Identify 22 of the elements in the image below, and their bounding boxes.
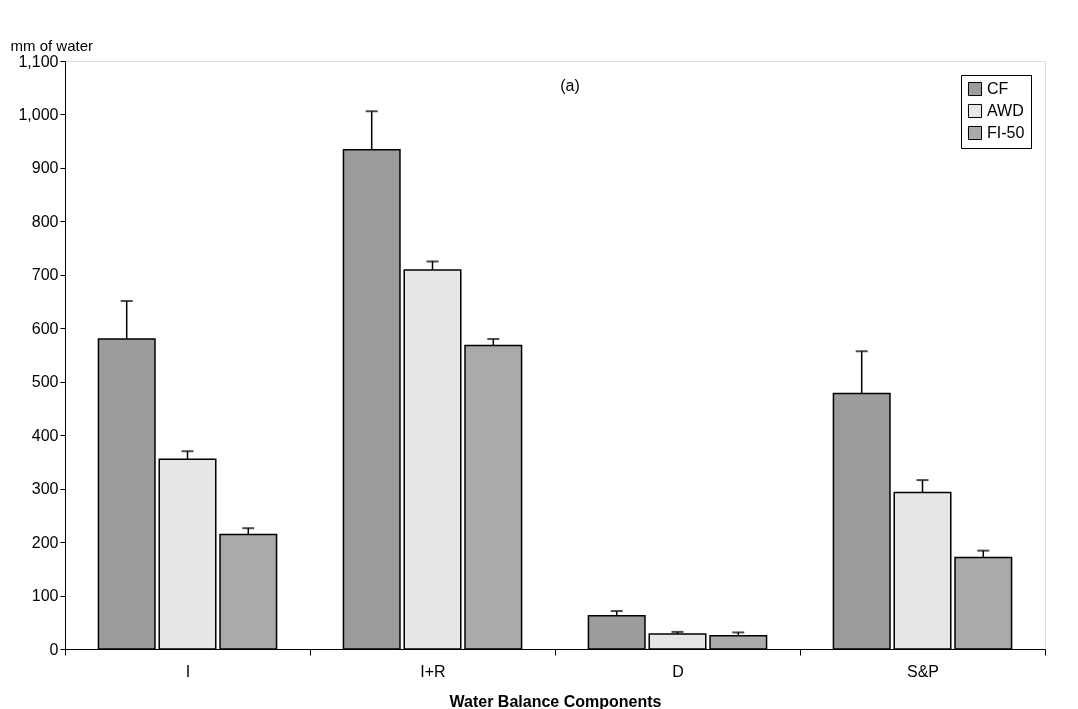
x-tick-label: S&P <box>906 662 940 680</box>
legend-label: AWD <box>987 102 1024 119</box>
annotation: (a) <box>560 77 580 94</box>
x-tick-label: I+R <box>420 662 446 680</box>
y-tick-label: 1,000 <box>18 105 59 123</box>
x-tick-label: D <box>672 662 684 680</box>
y-tick-label: 200 <box>31 533 59 551</box>
y-tick-label: 900 <box>31 159 59 177</box>
y-tick-label: 600 <box>31 319 59 337</box>
legend-label: FI-50 <box>987 124 1025 141</box>
y-tick-label: 700 <box>31 266 59 284</box>
y-tick-label: 0 <box>49 640 59 658</box>
y-tick-label: 1,100 <box>18 52 59 70</box>
y-tick-label: 800 <box>31 212 59 230</box>
legend-label: CF <box>987 80 1009 97</box>
x-axis-title: Water Balance Components <box>449 692 662 709</box>
y-axis-title: mm of water <box>10 36 94 54</box>
x-tick-label: I <box>185 662 191 680</box>
y-tick-label: 100 <box>31 587 59 605</box>
y-tick-label: 400 <box>31 426 59 444</box>
y-tick-label: 300 <box>31 480 59 498</box>
y-tick-label: 500 <box>31 373 59 391</box>
